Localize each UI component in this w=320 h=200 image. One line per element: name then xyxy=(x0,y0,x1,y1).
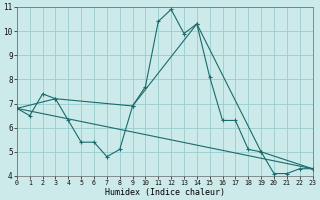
X-axis label: Humidex (Indice chaleur): Humidex (Indice chaleur) xyxy=(105,188,225,197)
